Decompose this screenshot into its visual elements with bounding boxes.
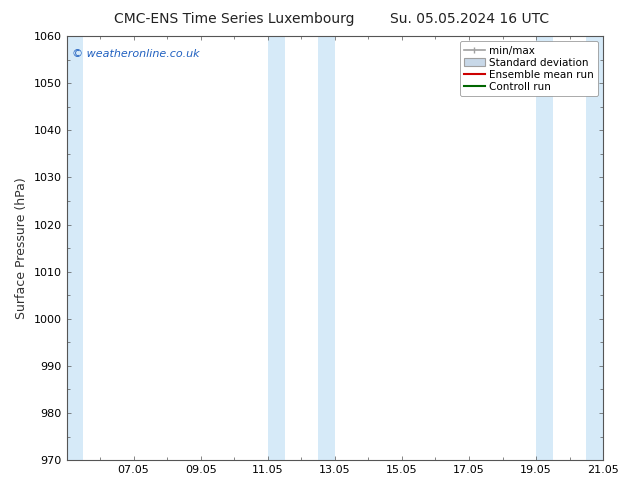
Text: Su. 05.05.2024 16 UTC: Su. 05.05.2024 16 UTC xyxy=(390,12,548,26)
Text: CMC-ENS Time Series Luxembourg: CMC-ENS Time Series Luxembourg xyxy=(114,12,355,26)
Bar xyxy=(536,36,553,460)
Bar xyxy=(67,36,83,460)
Bar xyxy=(586,36,603,460)
Bar xyxy=(268,36,285,460)
Y-axis label: Surface Pressure (hPa): Surface Pressure (hPa) xyxy=(15,177,28,319)
Bar xyxy=(318,36,335,460)
Legend: min/max, Standard deviation, Ensemble mean run, Controll run: min/max, Standard deviation, Ensemble me… xyxy=(460,41,598,96)
Text: © weatheronline.co.uk: © weatheronline.co.uk xyxy=(72,49,200,59)
